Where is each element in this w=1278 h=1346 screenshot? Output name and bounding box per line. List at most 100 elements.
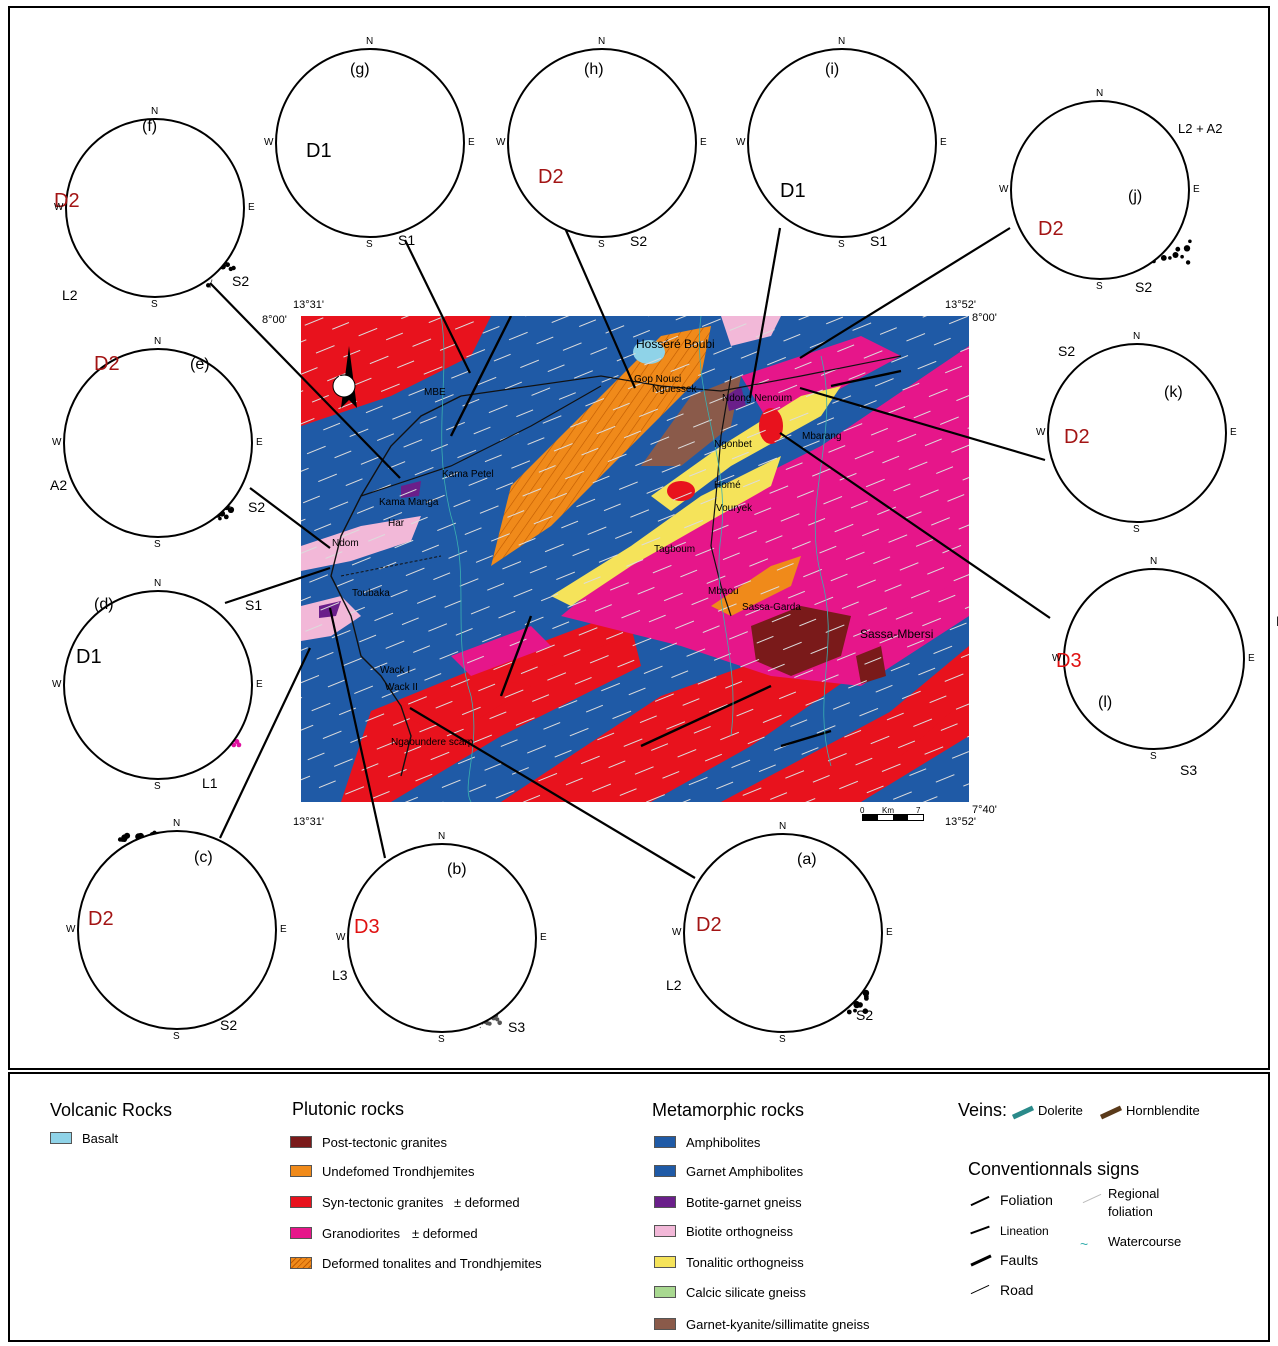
place-label-5: Mbarang [802, 431, 842, 442]
stereonet-pole-1-6 [206, 283, 211, 288]
stereonet-a [683, 833, 883, 1033]
net-dir-w-10: W [336, 932, 346, 943]
legend-syn-tectonic: Syn-tectonic granites [322, 1195, 444, 1210]
legend-granodiorites: Granodiorites [322, 1226, 401, 1241]
stereonet-d [63, 590, 253, 780]
coord-top-right: 13°52' [945, 299, 976, 311]
net-dir-n-2: N [598, 36, 606, 47]
stereonet-pole-8-14 [218, 516, 222, 521]
legend-calcic-silicate: Calcic silicate gneiss [686, 1285, 806, 1300]
stereonet-pole-19-34 [864, 996, 869, 1001]
place-label-8: Kama Manga [379, 497, 439, 508]
place-label-17: Sassa-Mbersi [860, 627, 934, 641]
net-dir-e-1: E [468, 137, 475, 148]
dolerite-icon [1011, 1105, 1035, 1120]
swatch-syn-tectonic [290, 1196, 312, 1208]
stereonet-pole-8-94 [227, 506, 235, 513]
stereonet-pole-18-13 [497, 1020, 503, 1026]
net-i-id: (i) [825, 61, 840, 78]
swatch-botite-garnet [654, 1196, 676, 1208]
place-label-15: Mbaou [708, 586, 739, 597]
net-e-label-s: S2 [248, 499, 266, 515]
stereonet-pole-8-5 [223, 514, 229, 520]
net-dir-s-0: S [151, 299, 158, 310]
place-label-18: Wack I [380, 665, 411, 676]
net-dir-n-7: N [154, 578, 162, 589]
net-dir-n-11: N [779, 821, 787, 832]
net-c-id: (c) [194, 849, 213, 866]
stereonet-pole-6-8 [1188, 239, 1192, 244]
net-d-id: (d) [94, 596, 114, 613]
hornblendite-icon [1099, 1105, 1123, 1120]
north-arrow [332, 346, 357, 408]
net-dir-s-1: S [366, 239, 373, 250]
place-label-10: Ndom [332, 538, 359, 549]
net-l-id: (l) [1098, 694, 1113, 711]
net-dir-s-11: S [779, 1034, 786, 1045]
swatch-calcic-silicate [654, 1286, 676, 1298]
coord-top-left: 13°31' [293, 299, 324, 311]
legend-hornblendite: Hornblendite [1126, 1103, 1200, 1118]
lineation-icon [970, 1225, 990, 1235]
net-dir-n-10: N [438, 831, 446, 842]
net-a-phase: D2 [696, 914, 722, 936]
net-dir-e-7: E [256, 679, 263, 690]
net-dir-s-7: S [154, 781, 161, 792]
stereonet-pole-1-5 [225, 262, 231, 268]
net-g-label-s: S1 [398, 232, 416, 248]
net-e-label-a: A2 [50, 477, 68, 493]
net-c-phase: D2 [88, 908, 114, 930]
net-dir-s-4: S [1096, 281, 1103, 292]
legend-signs-title: Conventionnals signs [968, 1159, 1140, 1179]
net-j-label-s: S2 [1135, 279, 1153, 295]
coord-bottom-left: 13°31' [293, 816, 324, 828]
net-k-phase: D2 [1064, 426, 1090, 448]
swatch-undeformed-trondhjemites [290, 1165, 312, 1177]
net-dir-e-9: E [280, 924, 287, 935]
stereonet-i [747, 48, 937, 238]
legend-regional: Regional [1108, 1186, 1160, 1201]
stereonet-pole-6-6 [1180, 254, 1184, 259]
geological-map [301, 316, 969, 802]
net-j-label-la: L2 + A2 [1178, 121, 1223, 136]
legend-garnet-amphibolites: Garnet Amphibolites [686, 1164, 804, 1179]
road-icon [970, 1284, 990, 1295]
swatch-biotite-orthogneiss [654, 1225, 676, 1237]
stereonet-pole-19-33 [862, 989, 870, 997]
net-f-label-l: L2 [62, 287, 78, 303]
net-b-id: (b) [447, 861, 467, 878]
swatch-deformed-tonalites [290, 1257, 312, 1269]
legend-garnet-kyanite: Garnet-kyanite/sillimatite gneiss [686, 1317, 870, 1332]
legend-veins-title: Veins: [958, 1100, 1008, 1120]
net-dir-w-8: W [1052, 653, 1062, 664]
net-e-phase: D2 [94, 353, 120, 375]
swatch-tonalitic [654, 1256, 676, 1268]
stereonet-pole-19-25 [854, 1001, 860, 1006]
legend-granodiorites-suffix: ± deformed [412, 1226, 478, 1241]
coord-lat-bottom-right: 7°40' [972, 804, 997, 816]
net-f-label-s: S2 [232, 273, 250, 289]
net-dir-e-5: E [256, 437, 263, 448]
figure-frame: Hosséré Boubi Gop Nouci Nguessek Ndong Neno… [8, 6, 1278, 1070]
net-dir-n-3: N [838, 36, 846, 47]
net-a-id: (a) [797, 851, 817, 868]
legend-volcanic-title: Volcanic Rocks [50, 1100, 173, 1120]
net-dir-w-7: W [52, 679, 62, 690]
stereonet-g [275, 48, 465, 238]
stereonet-pole-1-7 [228, 266, 233, 272]
net-dir-e-10: E [540, 932, 547, 943]
stereonet-h [507, 48, 697, 238]
place-label-6: MBE [424, 387, 446, 398]
net-b-phase: D3 [354, 916, 380, 938]
net-j-id: (j) [1128, 188, 1143, 205]
stereonet-pole-6-14 [1168, 256, 1172, 260]
net-f-phase: D2 [54, 190, 80, 212]
legend-regional-foliation: foliation [1108, 1204, 1153, 1219]
net-f-id: (f) [142, 118, 158, 135]
net-dir-e-4: E [1193, 184, 1200, 195]
net-dir-w-1: W [264, 137, 274, 148]
legend-foliation: Foliation [1000, 1192, 1053, 1208]
stereonet-pole-19-42 [862, 1008, 869, 1014]
net-d-phase: D1 [76, 646, 102, 668]
swatch-granodiorites [290, 1227, 312, 1239]
